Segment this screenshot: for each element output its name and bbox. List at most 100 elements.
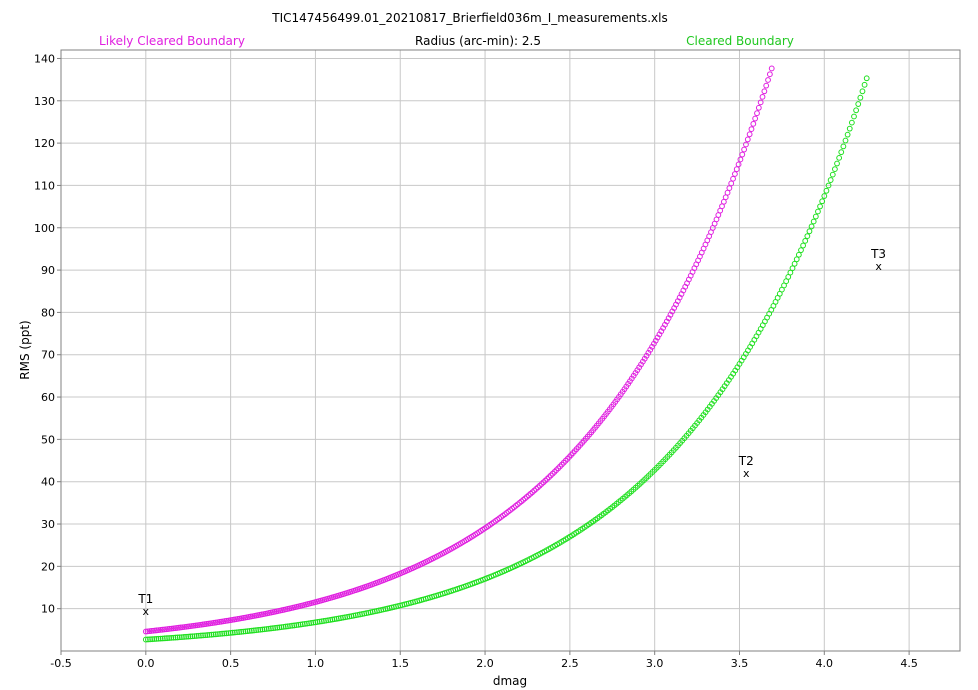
x-tick-label: 0.0: [137, 657, 155, 670]
data-point: [798, 247, 804, 254]
x-tick-label: 0.5: [222, 657, 240, 670]
data-point: [834, 160, 840, 167]
data-point: [744, 136, 751, 143]
data-point: [763, 82, 770, 89]
x-tick-label: 1.5: [391, 657, 409, 670]
target-label: T2: [738, 454, 754, 468]
data-point: [149, 636, 156, 643]
data-point: [829, 171, 836, 178]
data-point: [800, 242, 806, 249]
data-point: [263, 626, 270, 632]
data-point: [817, 203, 823, 210]
data-point: [187, 633, 194, 640]
data-point: [752, 115, 759, 122]
data-point: [636, 364, 643, 371]
target-t2: T2x: [738, 454, 754, 480]
data-point: [255, 627, 262, 633]
data-point: [280, 623, 287, 630]
data-point: [282, 623, 289, 630]
data-point: [766, 71, 773, 78]
data-point: [551, 469, 558, 475]
data-point: [181, 634, 187, 640]
data-point: [223, 630, 230, 637]
data-point: [808, 223, 815, 230]
data-point: [246, 628, 253, 634]
data-point: [728, 180, 735, 187]
x-tick-label: 3.5: [731, 657, 749, 670]
data-point: [851, 113, 857, 120]
data-point: [193, 633, 200, 639]
data-point: [170, 634, 177, 641]
data-point: [159, 635, 166, 642]
data-point: [219, 630, 226, 637]
data-point: [251, 627, 257, 634]
data-point: [755, 104, 762, 111]
data-point: [639, 358, 646, 365]
data-point: [789, 265, 796, 272]
data-point: [795, 251, 802, 258]
data-point: [178, 634, 185, 640]
data-point: [855, 101, 862, 107]
y-axis-ticks: 10 20 30 40 50 60 70 80 90 100 110 120 130 140: [34, 52, 61, 616]
target-marker: x: [875, 260, 882, 273]
data-point: [272, 625, 279, 631]
x-tick-label: 2.5: [561, 657, 579, 670]
data-point: [151, 636, 158, 642]
data-point: [732, 171, 738, 177]
y-tick-label: 60: [41, 391, 55, 404]
data-point: [793, 256, 800, 263]
legend-cleared-boundary: Cleared Boundary: [686, 34, 794, 48]
data-point: [553, 467, 560, 474]
data-point: [825, 182, 832, 189]
data-point: [236, 629, 243, 635]
x-tick-label: 1.0: [307, 657, 325, 670]
series-cleared-boundary: [142, 75, 870, 643]
x-tick-label: 3.0: [646, 657, 664, 670]
target-t3: T3x: [870, 247, 886, 273]
target-label: T1: [137, 592, 153, 606]
data-point: [859, 88, 866, 95]
data-point: [164, 635, 170, 642]
data-point: [836, 154, 843, 161]
y-tick-label: 70: [41, 349, 55, 362]
data-point: [208, 631, 215, 638]
data-point: [726, 185, 733, 191]
target-marker: x: [743, 467, 750, 480]
data-point: [259, 626, 266, 633]
data-point: [842, 137, 849, 144]
data-point: [555, 465, 562, 472]
data-point: [198, 632, 204, 639]
data-point: [549, 470, 556, 477]
data-point: [202, 632, 209, 639]
data-point: [261, 626, 268, 633]
data-point: [802, 237, 809, 244]
data-point: [863, 75, 870, 82]
data-point: [804, 233, 811, 239]
data-point: [212, 631, 219, 638]
data-point: [284, 623, 291, 630]
data-point: [240, 628, 247, 635]
data-point: [289, 622, 296, 629]
data-point: [274, 624, 281, 631]
data-point: [733, 166, 740, 173]
data-point: [153, 636, 160, 642]
x-tick-label: 4.0: [816, 657, 834, 670]
data-point: [242, 628, 249, 635]
y-tick-label: 100: [34, 222, 55, 235]
data-point: [291, 622, 298, 629]
data-point: [806, 228, 813, 235]
grid: [60, 50, 960, 651]
x-tick-label: 4.5: [900, 657, 918, 670]
data-point: [276, 624, 283, 631]
data-point: [176, 634, 183, 641]
data-point: [166, 635, 173, 641]
data-point: [641, 355, 648, 362]
data-point: [278, 624, 285, 631]
data-point: [645, 349, 652, 356]
data-point: [145, 636, 151, 643]
data-point: [234, 629, 240, 636]
data-point: [787, 269, 794, 276]
data-point: [557, 463, 563, 470]
